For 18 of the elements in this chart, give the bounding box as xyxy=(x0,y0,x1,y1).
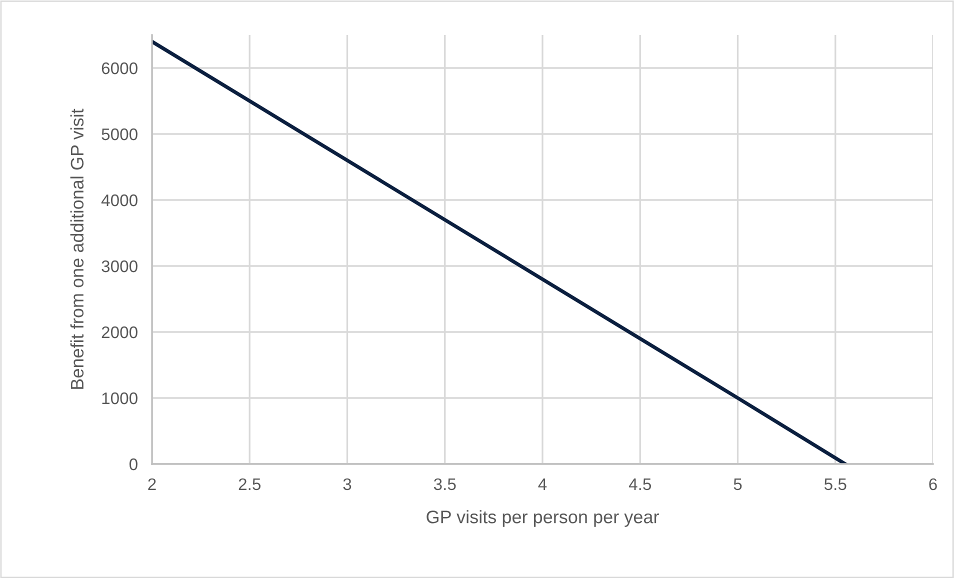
y-tick-label: 6000 xyxy=(102,62,138,74)
y-tick-label: 3000 xyxy=(102,260,138,272)
x-tick-label: 4.5 xyxy=(628,478,652,490)
y-tick-label: 0 xyxy=(129,458,138,470)
y-axis-title: Benefit from one additional GP visit xyxy=(70,108,84,389)
x-tick-label: 4 xyxy=(538,478,547,490)
x-tick-label: 3 xyxy=(343,478,352,490)
y-tick-label: 5000 xyxy=(102,128,138,140)
x-tick-label: 2 xyxy=(148,478,156,490)
y-tick-label: 1000 xyxy=(102,392,138,404)
x-axis-title: GP visits per person per year xyxy=(426,510,659,527)
x-tick-label: 3.5 xyxy=(434,478,456,490)
x-tick-label: 5.5 xyxy=(824,478,846,490)
x-tick-label: 2.5 xyxy=(238,478,261,490)
y-tick-label: 2000 xyxy=(102,326,138,338)
x-tick-label: 5 xyxy=(734,478,742,490)
y-tick-label: 4000 xyxy=(101,194,138,206)
x-tick-label: 6 xyxy=(929,478,937,490)
